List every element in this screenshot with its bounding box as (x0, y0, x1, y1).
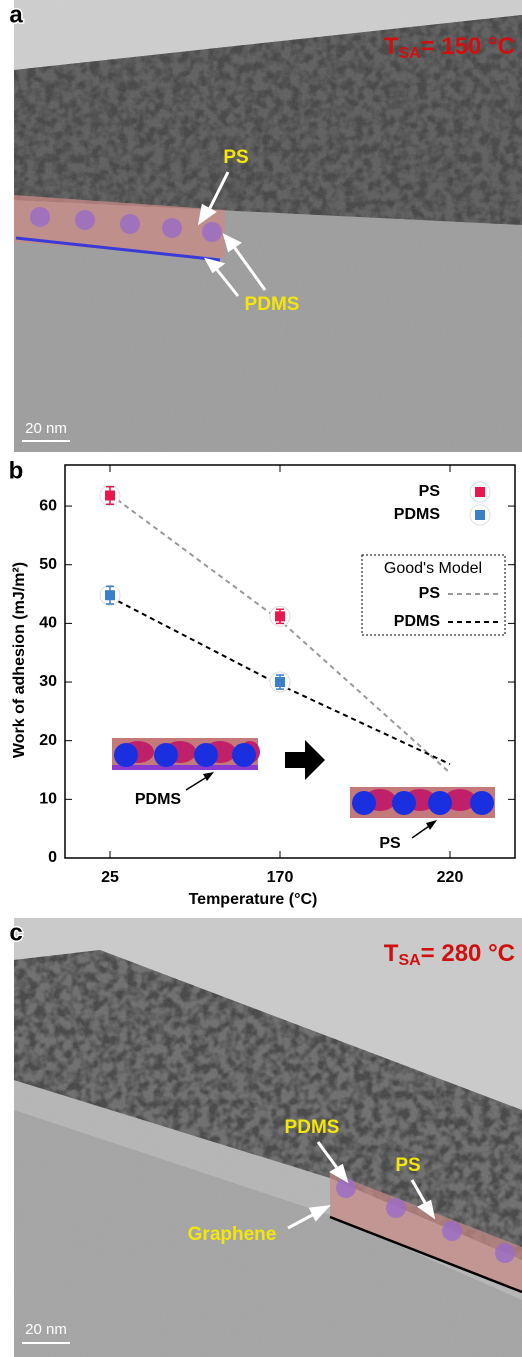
marker (105, 490, 115, 501)
x-tick-label: 25 (101, 869, 119, 886)
legend-label: PS (419, 483, 441, 500)
plot-frame (64, 464, 516, 859)
panel-b: b Temperature (°C) Work of adhesion (mJ/… (7, 456, 516, 908)
y-tick-label: 10 (39, 791, 57, 808)
annotation: PS (223, 147, 248, 168)
cylinders (30, 207, 222, 242)
value: = 280 °C (421, 940, 515, 967)
marker (275, 611, 285, 622)
interface-line (329, 1215, 522, 1294)
big-arrow (285, 740, 325, 780)
subscript: SA (398, 952, 421, 969)
legend-label: PDMS (394, 613, 441, 630)
panel-label: b (9, 457, 24, 484)
inset-label: PS (379, 835, 401, 852)
x-tick-label: 170 (267, 869, 294, 886)
marker (105, 590, 115, 601)
legend-marker (475, 510, 485, 520)
subscript: SA (398, 45, 421, 62)
scale-label: 20 nm (25, 1321, 67, 1338)
legend-title: Good's Model (384, 560, 482, 577)
y-tick-label: 20 (39, 732, 57, 749)
value: = 150 °C (421, 33, 515, 60)
y-tick-label: 0 (48, 849, 57, 866)
inset-right (350, 787, 495, 839)
inset-left (112, 738, 260, 791)
legend-marker (475, 487, 485, 497)
inset-label: PDMS (135, 791, 182, 808)
legend-label: PDMS (394, 506, 441, 523)
model-legend-box (361, 554, 506, 636)
annotation: PDMS (245, 294, 300, 315)
x-tick-label: 220 (437, 869, 464, 886)
overlay-strip (330, 1172, 522, 1292)
scale-label: 20 nm (25, 420, 67, 437)
arrows (197, 171, 267, 297)
y-tick-label: 40 (39, 615, 57, 632)
x-axis-title: Temperature (°C) (189, 891, 318, 908)
y-tick-label: 30 (39, 673, 57, 690)
marker (275, 677, 285, 688)
temperature-label: TSA= 150 °C (384, 33, 515, 62)
arrows (287, 1141, 436, 1230)
annotation: PDMS (285, 1117, 340, 1138)
panel-a: PS PDMS TSA= 150 °C 20 nm a (8, 0, 522, 452)
annotation: PS (395, 1155, 420, 1176)
cylinders (336, 1178, 515, 1263)
panel-c: PDMS PS Graphene TSA= 280 °C 20 nm c (8, 918, 522, 1357)
y-axis-title: Work of adhesion (mJ/m²) (11, 562, 28, 758)
interface-line (15, 236, 221, 262)
y-tick-label: 50 (39, 556, 57, 573)
y-tick-label: 60 (39, 497, 57, 514)
grain (14, 918, 522, 1357)
legend-label: PS (419, 585, 441, 602)
symbol: T (384, 940, 399, 967)
annotation: Graphene (188, 1224, 277, 1245)
symbol: T (384, 33, 399, 60)
panel-label: c (9, 919, 22, 946)
temperature-label: TSA= 280 °C (384, 940, 515, 969)
panel-label: a (9, 1, 23, 28)
